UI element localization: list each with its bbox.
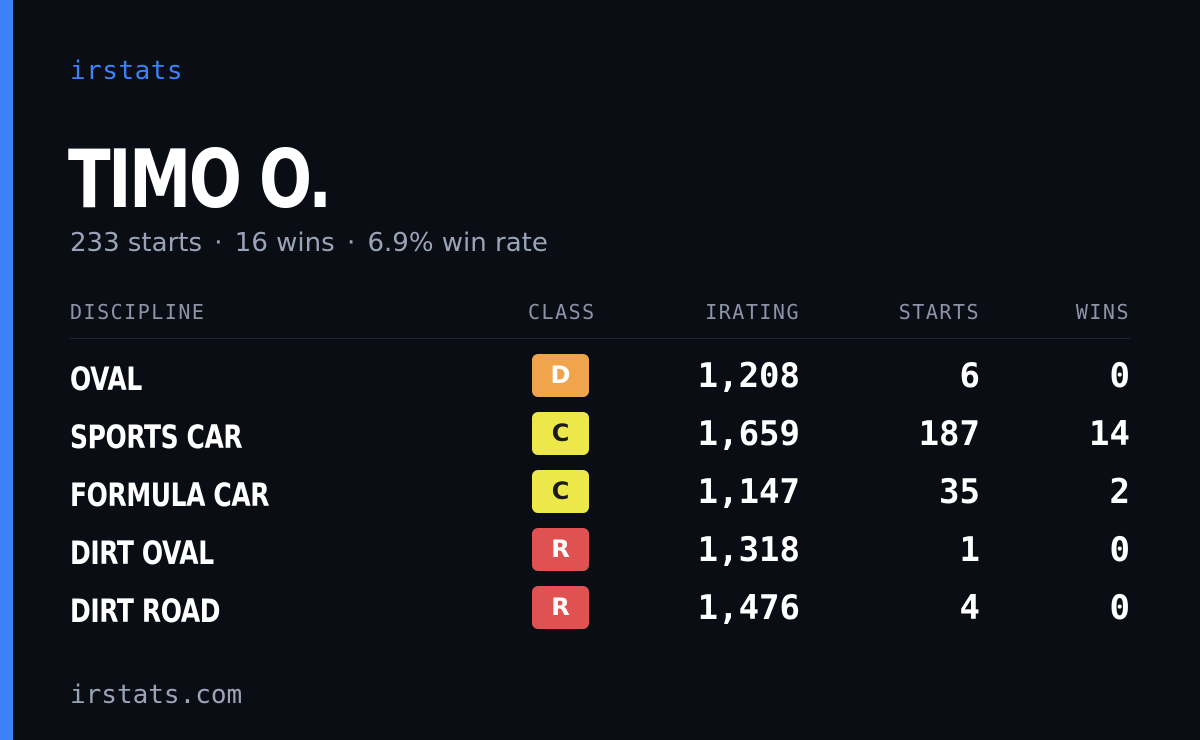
class-badge: C [532,412,589,455]
table-row: FORMULA CAR C 1,147 35 2 [70,464,1130,522]
header-class: CLASS [528,300,596,324]
header-irating: IRATING [705,300,800,324]
wins-value: 0 [1109,588,1130,628]
class-badge: R [532,528,589,571]
class-badge: R [532,586,589,629]
summary-winrate: 6.9% win rate [367,228,548,258]
table-row: SPORTS CAR C 1,659 187 14 [70,406,1130,464]
wins-value: 14 [1089,414,1130,454]
summary-separator: · [214,228,223,258]
irating-value: 1,147 [697,472,800,512]
irating-value: 1,476 [697,588,800,628]
wins-value: 0 [1109,530,1130,570]
summary-separator: · [346,228,356,258]
class-badge: D [532,354,589,397]
brand-logo: irstats [70,56,184,86]
starts-value: 35 [939,472,980,512]
irating-value: 1,318 [697,530,800,570]
header-starts: STARTS [898,300,980,324]
table-row: DIRT OVAL R 1,318 1 0 [70,522,1130,580]
starts-value: 4 [959,588,980,628]
table-body: OVAL D 1,208 6 0 SPORTS CAR C 1,659 187 … [70,348,1130,638]
summary-starts: 233 starts [70,228,202,258]
footer-url: irstats.com [70,680,243,710]
wins-value: 2 [1109,472,1130,512]
driver-name: TIMO O. [68,133,332,226]
summary-wins: 16 wins [234,228,335,258]
table-header: DISCIPLINE CLASS IRATING STARTS WINS [70,300,1130,339]
discipline-name: DIRT ROAD [70,592,221,630]
discipline-name: SPORTS CAR [70,418,243,456]
wins-value: 0 [1109,356,1130,396]
header-discipline: DISCIPLINE [70,300,206,324]
starts-value: 6 [959,356,980,396]
accent-bar [0,0,13,740]
starts-value: 187 [918,414,980,454]
header-wins: WINS [1075,300,1130,324]
driver-summary: 233 starts · 16 wins · 6.9% win rate [70,228,548,258]
class-badge: C [532,470,589,513]
starts-value: 1 [959,530,980,570]
table-row: DIRT ROAD R 1,476 4 0 [70,580,1130,638]
irating-value: 1,208 [697,356,800,396]
discipline-name: OVAL [70,360,142,398]
irating-value: 1,659 [697,414,800,454]
discipline-name: DIRT OVAL [70,534,214,572]
discipline-name: FORMULA CAR [70,476,270,514]
table-row: OVAL D 1,208 6 0 [70,348,1130,406]
